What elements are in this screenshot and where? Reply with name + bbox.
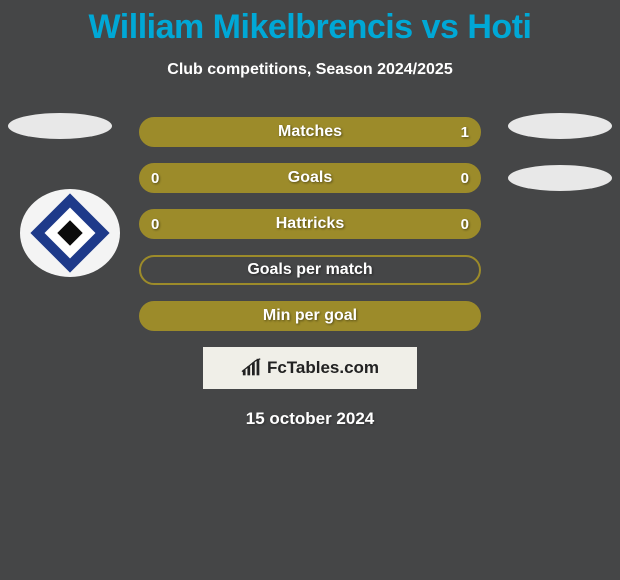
stat-label: Min per goal (263, 307, 357, 325)
stat-left-value: 0 (151, 216, 159, 233)
stat-label: Goals (288, 169, 332, 187)
stat-row-hattricks: 0 Hattricks 0 (139, 209, 481, 239)
bar-chart-icon (241, 358, 263, 378)
club-right-placeholder-icon (508, 165, 612, 191)
stat-label: Goals per match (247, 261, 372, 279)
stat-row-goals-per-match: Goals per match (139, 255, 481, 285)
stat-row-goals: 0 Goals 0 (139, 163, 481, 193)
club-left-badge-icon (20, 189, 120, 277)
stat-right-value: 0 (461, 170, 469, 187)
stat-right-value: 1 (461, 124, 469, 141)
stat-label: Hattricks (276, 215, 344, 233)
stat-right-value: 0 (461, 216, 469, 233)
comparison-panel: Matches 1 0 Goals 0 0 Hattricks 0 Goals … (0, 117, 620, 429)
stat-row-matches: Matches 1 (139, 117, 481, 147)
brand-text: FcTables.com (267, 358, 379, 378)
page-subtitle: Club competitions, Season 2024/2025 (0, 61, 620, 79)
stat-row-min-per-goal: Min per goal (139, 301, 481, 331)
page-title: William Mikelbrencis vs Hoti (0, 0, 620, 47)
stat-left-value: 0 (151, 170, 159, 187)
player-left-placeholder-icon (8, 113, 112, 139)
stat-label: Matches (278, 123, 342, 141)
brand-logo: FcTables.com (203, 347, 417, 389)
player-right-placeholder-icon (508, 113, 612, 139)
date-label: 15 october 2024 (0, 409, 620, 429)
stat-rows: Matches 1 0 Goals 0 0 Hattricks 0 Goals … (139, 117, 481, 331)
